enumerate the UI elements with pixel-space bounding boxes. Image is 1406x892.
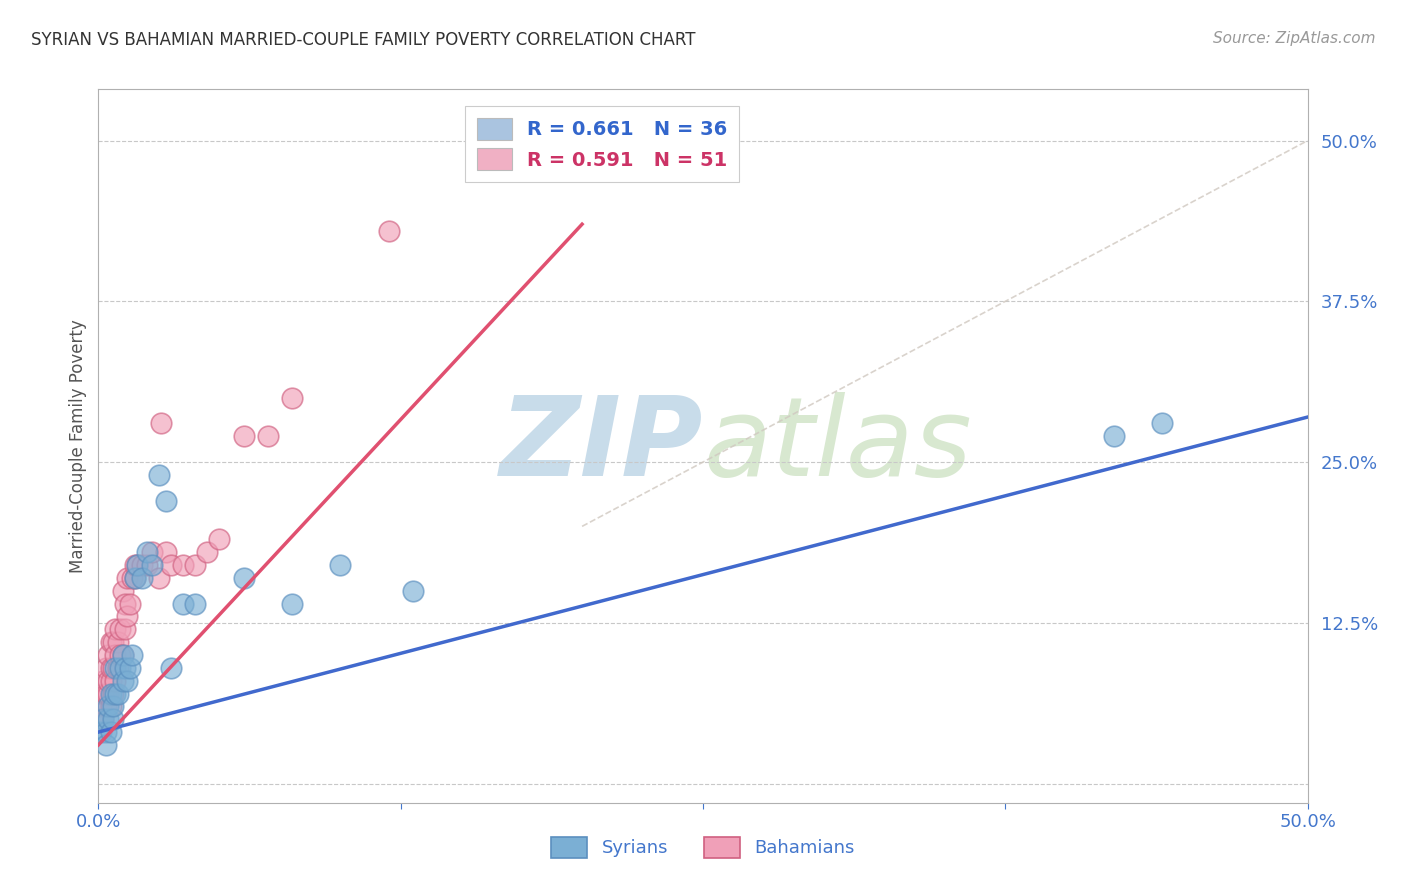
Point — [107, 661, 129, 675]
Point — [100, 699, 122, 714]
Point — [232, 429, 254, 443]
Point — [94, 738, 117, 752]
Point — [172, 597, 194, 611]
Point — [329, 558, 352, 572]
Point — [135, 545, 157, 559]
Point — [101, 699, 124, 714]
Point — [111, 648, 134, 662]
Point — [208, 533, 231, 547]
Point — [114, 661, 136, 675]
Point — [97, 699, 120, 714]
Point — [104, 648, 127, 662]
Point — [90, 725, 112, 739]
Point — [111, 583, 134, 598]
Point — [104, 622, 127, 636]
Point — [101, 686, 124, 700]
Point — [117, 673, 139, 688]
Point — [160, 558, 183, 572]
Point — [195, 545, 218, 559]
Point — [101, 635, 124, 649]
Point — [127, 558, 149, 572]
Point — [155, 493, 177, 508]
Point — [107, 635, 129, 649]
Point — [100, 661, 122, 675]
Point — [127, 558, 149, 572]
Point — [117, 571, 139, 585]
Point — [124, 571, 146, 585]
Point — [141, 558, 163, 572]
Point — [114, 597, 136, 611]
Point — [100, 686, 122, 700]
Point — [90, 699, 112, 714]
Point — [108, 661, 131, 675]
Point — [97, 648, 120, 662]
Point — [100, 725, 122, 739]
Point — [1152, 417, 1174, 431]
Point — [108, 622, 131, 636]
Point — [281, 597, 304, 611]
Point — [131, 558, 153, 572]
Point — [108, 648, 131, 662]
Point — [135, 558, 157, 572]
Point — [1102, 429, 1125, 443]
Point — [91, 673, 114, 688]
Point — [97, 673, 120, 688]
Point — [111, 648, 134, 662]
Point — [91, 686, 114, 700]
Point — [90, 712, 112, 726]
Point — [281, 391, 304, 405]
Text: atlas: atlas — [703, 392, 972, 500]
Point — [131, 571, 153, 585]
Point — [117, 609, 139, 624]
Point — [402, 583, 425, 598]
Point — [377, 224, 399, 238]
Point — [101, 661, 124, 675]
Point — [97, 712, 120, 726]
Legend: Syrians, Bahamians: Syrians, Bahamians — [544, 830, 862, 865]
Point — [121, 648, 143, 662]
Point — [94, 686, 117, 700]
Point — [104, 673, 127, 688]
Point — [100, 635, 122, 649]
Point — [172, 558, 194, 572]
Y-axis label: Married-Couple Family Poverty: Married-Couple Family Poverty — [69, 319, 87, 573]
Point — [100, 673, 122, 688]
Point — [121, 571, 143, 585]
Point — [97, 686, 120, 700]
Point — [124, 571, 146, 585]
Point — [184, 558, 207, 572]
Text: SYRIAN VS BAHAMIAN MARRIED-COUPLE FAMILY POVERTY CORRELATION CHART: SYRIAN VS BAHAMIAN MARRIED-COUPLE FAMILY… — [31, 31, 696, 49]
Text: ZIP: ZIP — [499, 392, 703, 500]
Point — [256, 429, 278, 443]
Point — [118, 661, 141, 675]
Point — [148, 467, 170, 482]
Point — [124, 558, 146, 572]
Point — [160, 661, 183, 675]
Point — [91, 712, 114, 726]
Point — [104, 686, 127, 700]
Point — [232, 571, 254, 585]
Point — [94, 725, 117, 739]
Text: Source: ZipAtlas.com: Source: ZipAtlas.com — [1212, 31, 1375, 46]
Point — [101, 712, 124, 726]
Point — [94, 699, 117, 714]
Point — [104, 661, 127, 675]
Point — [114, 622, 136, 636]
Point — [148, 571, 170, 585]
Point — [94, 661, 117, 675]
Point — [150, 417, 173, 431]
Point — [184, 597, 207, 611]
Point — [107, 686, 129, 700]
Point — [155, 545, 177, 559]
Point — [141, 545, 163, 559]
Point — [111, 673, 134, 688]
Point — [91, 712, 114, 726]
Point — [118, 597, 141, 611]
